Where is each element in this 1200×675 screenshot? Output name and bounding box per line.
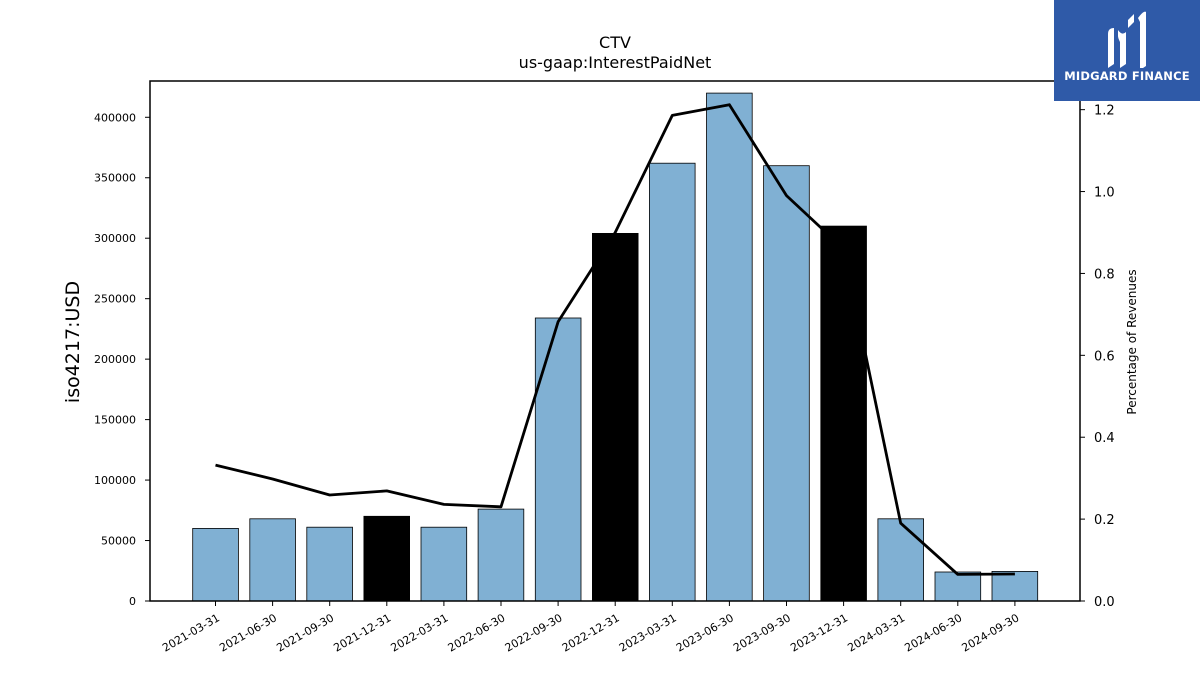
x-tick-label: 2021-03-31	[160, 611, 222, 654]
y-tick-label: 350000	[94, 172, 136, 185]
bar	[534, 317, 582, 602]
bar	[991, 571, 1039, 602]
x-tick-label: 2023-03-31	[617, 611, 679, 654]
y-axis-label: iso4217:USD	[62, 281, 84, 403]
y2-tick-label: 1.2	[1094, 104, 1115, 119]
y2-tick-label: 1.0	[1094, 186, 1115, 201]
bar	[477, 508, 525, 602]
x-tick-label: 2023-09-30	[731, 611, 793, 654]
y2-tick-label: 0.6	[1094, 349, 1115, 364]
bar	[820, 225, 867, 602]
bar	[649, 162, 696, 602]
bar	[706, 92, 753, 602]
chart-title: CTV	[599, 33, 631, 52]
bar	[763, 165, 810, 602]
y-tick-label: 250000	[94, 293, 136, 306]
x-tick-label: 2022-06-30	[446, 611, 508, 654]
x-tick-label: 2021-09-30	[274, 611, 336, 654]
bar	[934, 571, 982, 602]
y2-tick-label: 0.2	[1094, 513, 1115, 528]
y-tick-label: 150000	[94, 414, 136, 427]
y2-tick-label: 0.8	[1094, 267, 1115, 282]
bar	[249, 518, 296, 602]
x-tick-label: 2022-09-30	[503, 611, 565, 654]
bar	[363, 515, 410, 602]
y2-tick-label: 0.4	[1094, 431, 1115, 446]
x-tick-label: 2022-03-31	[389, 611, 451, 654]
bar	[192, 528, 239, 602]
y-tick-label: 50000	[101, 535, 136, 548]
x-tick-label: 2024-03-31	[845, 611, 907, 654]
line-group	[215, 103, 1016, 576]
y-tick-label: 400000	[94, 111, 136, 124]
x-tick-label: 2023-06-30	[674, 611, 736, 654]
y-ticks-group: 0 50000 100000 150000 200000 250000 300000 3500…	[94, 111, 150, 608]
x-tick-label: 2021-12-31	[331, 611, 393, 654]
chart-subtitle: us-gaap:InterestPaidNet	[519, 53, 712, 72]
bar	[420, 526, 468, 602]
bar	[877, 518, 925, 602]
y2-ticks-group: 0.0 0.2 0.4 0.6 0.8 1.0 1.2	[1080, 104, 1115, 610]
y2-tick-label: 0.0	[1094, 595, 1115, 610]
y-tick-label: 100000	[94, 474, 136, 487]
bar	[592, 232, 639, 602]
x-tick-label: 2024-09-30	[960, 611, 1022, 654]
x-tick-label: 2024-06-30	[902, 611, 964, 654]
y2-axis-label: Percentage of Revenues	[1125, 269, 1139, 414]
y-tick-label: 300000	[94, 232, 136, 245]
x-tick-label: 2022-12-31	[560, 611, 622, 654]
bar	[306, 526, 353, 602]
bars-group	[192, 92, 1039, 602]
x-tick-label: 2023-12-31	[788, 611, 850, 654]
y-tick-label: 0	[129, 595, 136, 608]
logo-text: MIDGARD FINANCE	[1064, 69, 1190, 83]
logo: MIDGARD FINANCE	[1054, 0, 1200, 101]
x-tick-label: 2021-06-30	[217, 611, 279, 654]
x-ticks-group: 2021-03-312021-06-302021-09-302021-12-31…	[160, 601, 1021, 655]
y-tick-label: 200000	[94, 353, 136, 366]
logo-mark-icon	[1108, 11, 1146, 68]
